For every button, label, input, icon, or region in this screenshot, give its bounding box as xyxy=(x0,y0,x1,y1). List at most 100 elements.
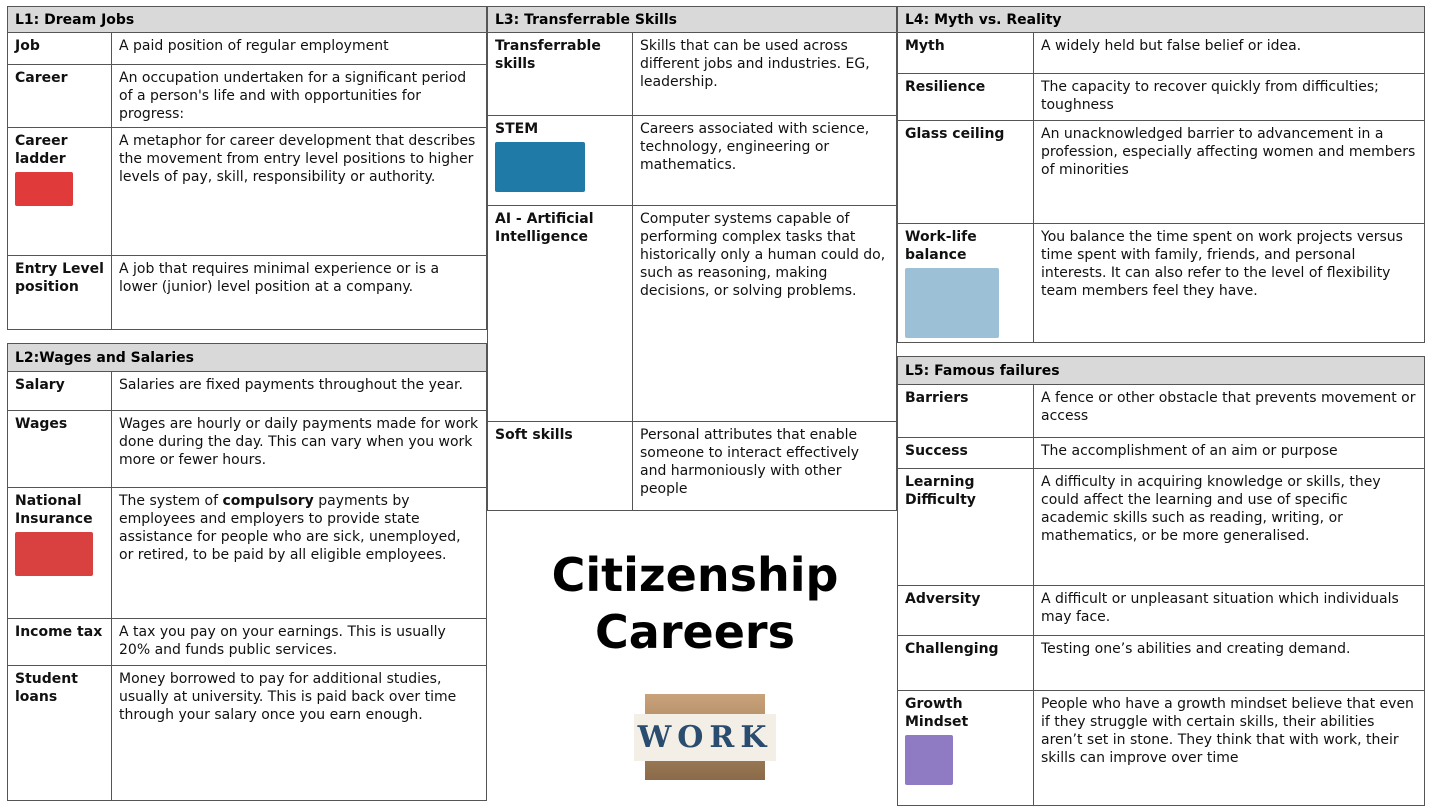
definition-cell: A widely held but false belief or idea. xyxy=(1033,32,1425,74)
term-icon xyxy=(905,268,999,338)
term-cell: Entry Level position xyxy=(7,255,112,330)
definition-cell: A fence or other obstacle that prevents … xyxy=(1033,384,1425,438)
header-row: L5: Famous failures xyxy=(897,356,1425,385)
definition-cell: A tax you pay on your earnings. This is … xyxy=(111,618,487,666)
definition-cell: A difficulty in acquiring knowledge or s… xyxy=(1033,468,1425,586)
term: Career ladder xyxy=(15,133,68,167)
header-row: L2:Wages and Salaries xyxy=(7,343,487,372)
term-row: AI - Artificial Intelligence Computer sys… xyxy=(487,205,897,422)
term-row: Myth A widely held but false belief or id… xyxy=(897,32,1425,74)
term: Entry Level position xyxy=(15,261,104,295)
term-cell: Barriers xyxy=(897,384,1034,438)
term-cell: Income tax xyxy=(7,618,112,666)
definition-cell: Money borrowed to pay for additional stu… xyxy=(111,665,487,801)
definition-cell: People who have a growth mindset believe… xyxy=(1033,690,1425,806)
definition-part: payments by employees and employers to p… xyxy=(119,493,461,563)
term-row: Glass ceiling An unacknowledged barrier t… xyxy=(897,120,1425,224)
definition-cell: An occupation undertaken for a significa… xyxy=(111,64,487,128)
term-cell: Challenging xyxy=(897,635,1034,691)
definition-cell: A metaphor for career development that d… xyxy=(111,127,487,256)
term-row: Career An occupation undertaken for a sig… xyxy=(7,64,487,128)
definition-cell: Wages are hourly or daily payments made … xyxy=(111,410,487,488)
term: Income tax xyxy=(15,624,103,640)
header-row: L4: Myth vs. Reality xyxy=(897,6,1425,33)
term: Salary xyxy=(15,377,65,393)
term: Transferrable skills xyxy=(495,38,601,72)
term-cell: Salary xyxy=(7,371,112,411)
term-row: Challenging Testing one’s abilities and c… xyxy=(897,635,1425,691)
term-row: Adversity A difficult or unpleasant situa… xyxy=(897,585,1425,636)
term-row: STEM Careers associated with science, tec… xyxy=(487,115,897,206)
term: Myth xyxy=(905,38,945,54)
term-cell: Myth xyxy=(897,32,1034,74)
term: Resilience xyxy=(905,79,986,95)
lesson-table: L2:Wages and Salaries Salary Salaries are … xyxy=(7,343,487,801)
term-cell: Resilience xyxy=(897,73,1034,121)
definition-cell: Salaries are fixed payments throughout t… xyxy=(111,371,487,411)
term-cell: Career ladder xyxy=(7,127,112,256)
term-row: Work-life balance You balance the time sp… xyxy=(897,223,1425,343)
lesson-title: L4: Myth vs. Reality xyxy=(897,6,1425,33)
term: Growth Mindset xyxy=(905,696,969,730)
term: Glass ceiling xyxy=(905,126,1005,142)
header-row: L3: Transferrable Skills xyxy=(487,6,897,33)
term-cell: Career xyxy=(7,64,112,128)
term-row: Growth Mindset People who have a growth m… xyxy=(897,690,1425,806)
lesson-title: L3: Transferrable Skills xyxy=(487,6,897,33)
work-image: WORK xyxy=(633,694,777,780)
term-cell: Soft skills xyxy=(487,421,633,511)
definition-cell: Computer systems capable of performing c… xyxy=(632,205,897,422)
work-image-text: WORK xyxy=(633,713,777,761)
term: Student loans xyxy=(15,671,78,705)
term-cell: AI - Artificial Intelligence xyxy=(487,205,633,422)
term-row: Wages Wages are hourly or daily payments … xyxy=(7,410,487,488)
term-row: Job A paid position of regular employment xyxy=(7,32,487,65)
term: Challenging xyxy=(905,641,999,657)
term-cell: Glass ceiling xyxy=(897,120,1034,224)
term: Success xyxy=(905,443,968,459)
term-row: National Insurance The system of compulso… xyxy=(7,487,487,619)
term-icon xyxy=(15,532,93,576)
definition-cell: The system of compulsory payments by emp… xyxy=(111,487,487,619)
definition-cell: Skills that can be used across different… xyxy=(632,32,897,116)
lesson-table: L5: Famous failures Barriers A fence or ot… xyxy=(897,356,1425,806)
term-cell: Job xyxy=(7,32,112,65)
term: AI - Artificial Intelligence xyxy=(495,211,594,245)
term: Adversity xyxy=(905,591,981,607)
term-cell: Learning Difficulty xyxy=(897,468,1034,586)
term-cell: Work-life balance xyxy=(897,223,1034,343)
term-cell: STEM xyxy=(487,115,633,206)
term-cell: Success xyxy=(897,437,1034,469)
term-cell: Transferrable skills xyxy=(487,32,633,116)
definition-cell: An unacknowledged barrier to advancement… xyxy=(1033,120,1425,224)
term-icon xyxy=(15,172,73,206)
definition-part: compulsory xyxy=(222,493,314,509)
term: Work-life balance xyxy=(905,229,977,263)
term: Job xyxy=(15,38,40,54)
term-cell: National Insurance xyxy=(7,487,112,619)
term-cell: Student loans xyxy=(7,665,112,801)
header-row: L1: Dream Jobs xyxy=(7,6,487,33)
term-icon xyxy=(905,735,953,785)
definition-cell: A job that requires minimal experience o… xyxy=(111,255,487,330)
term-row: Income tax A tax you pay on your earnings… xyxy=(7,618,487,666)
term: National Insurance xyxy=(15,493,93,527)
definition-cell: Personal attributes that enable someone … xyxy=(632,421,897,511)
page-title: Citizenship xyxy=(551,548,839,602)
term-cell: Wages xyxy=(7,410,112,488)
definition-cell: You balance the time spent on work proje… xyxy=(1033,223,1425,343)
term: Barriers xyxy=(905,390,969,406)
term-cell: Adversity xyxy=(897,585,1034,636)
lesson-table: L1: Dream Jobs Job A paid position of regu… xyxy=(7,6,487,330)
definition-cell: Careers associated with science, technol… xyxy=(632,115,897,206)
definition-cell: A paid position of regular employment xyxy=(111,32,487,65)
page-subtitle: Careers xyxy=(595,605,795,659)
term: Soft skills xyxy=(495,427,573,443)
term-row: Learning Difficulty A difficulty in acqui… xyxy=(897,468,1425,586)
term: STEM xyxy=(495,121,539,137)
definition-cell: Testing one’s abilities and creating dem… xyxy=(1033,635,1425,691)
term-icon xyxy=(495,142,585,192)
definition-part: The system of xyxy=(119,493,223,509)
term-row: Career ladder A metaphor for career devel… xyxy=(7,127,487,256)
